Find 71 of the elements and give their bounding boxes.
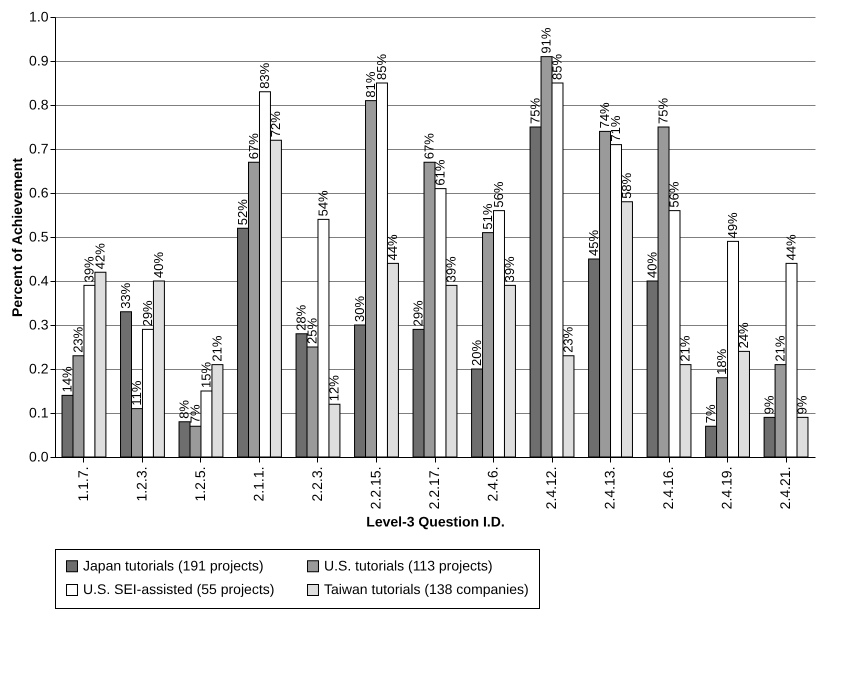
legend-label: Taiwan tutorials (138 companies) [324,581,529,597]
data-label: 44% [384,234,400,260]
data-label: 33% [118,282,134,309]
x-tick-label: 1.1.7. [74,466,91,502]
x-tick-label: 1.2.5. [192,466,208,502]
y-tick-label: 0.3 [29,316,49,332]
data-label: 23% [560,326,576,353]
data-label: 49% [725,212,740,238]
data-label: 11% [128,380,144,406]
data-label: 40% [150,252,166,278]
y-tick-label: 0.8 [29,96,49,112]
data-label: 15% [198,362,214,388]
data-label: 24% [736,322,751,348]
legend-label: U.S. tutorials (113 projects) [324,557,493,574]
data-label: 39% [502,256,517,282]
data-label: 8% [176,400,192,419]
data-label: 52% [235,198,250,226]
data-label: 14% [60,366,75,392]
x-tick-label: 2.4.21. [777,466,794,510]
y-tick-label: 0.7 [29,140,49,156]
data-label: 85% [550,54,564,80]
data-label: 40% [644,252,660,278]
data-label: 21% [677,335,692,362]
data-label: 72% [268,110,283,138]
y-tick-label: 0.1 [29,404,49,420]
x-tick-label: 2.2.17. [426,466,442,510]
x-tick-label: 2.2.3. [308,466,325,502]
x-tick-label: 2.4.19. [718,466,735,510]
x-tick-label: 2.4.13. [602,466,618,510]
data-label: 61% [432,159,448,186]
data-label: 9% [762,395,777,414]
data-label: 23% [70,326,86,353]
x-axis-title: Level-3 Question I.D. [366,513,505,530]
data-label: 29% [410,300,426,326]
data-label: 45% [586,230,602,256]
x-tick-label: 2.4.12. [543,466,560,510]
data-label: 67% [422,132,437,160]
x-tick-label: 2.1.1. [250,466,266,502]
y-tick-label: 0.9 [29,52,49,68]
y-tick-label: 0.0 [29,448,49,464]
x-tick-label: 1.2.3. [133,466,150,502]
y-tick-label: 0.6 [29,184,49,200]
x-tick-label: 2.2.15. [367,466,384,510]
y-tick-label: 1.0 [29,8,49,24]
data-label: 9% [794,395,810,414]
data-label: 30% [352,296,368,322]
x-tick-label: 2.4.6. [484,466,501,502]
y-tick-label: 0.2 [29,360,49,376]
data-label: 21% [209,335,224,362]
data-label: 39% [443,256,458,282]
x-tick-label: 2.4.16. [660,466,676,510]
data-label: 58% [618,172,634,199]
data-label: 12% [326,374,342,402]
data-label: 29% [140,300,155,326]
legend-label: U.S. SEI-assisted (55 projects) [83,581,274,597]
data-label: 75% [528,98,543,124]
data-label: 56% [666,181,682,208]
data-label: 91% [538,27,554,54]
data-label: 21% [772,335,788,362]
data-label: 83% [256,62,272,89]
legend-label: Japan tutorials (191 projects) [83,557,264,574]
data-label: 67% [246,132,261,160]
data-label: 75% [656,98,671,124]
data-label: 7% [703,404,718,424]
y-axis-title: Percent of Achievement [9,158,26,317]
y-tick-label: 0.5 [29,228,49,244]
data-label: 54% [315,190,330,216]
data-label: 20% [469,340,484,366]
data-label: 44% [784,234,799,260]
y-tick-label: 0.4 [29,272,49,288]
data-label: 18% [714,348,730,375]
